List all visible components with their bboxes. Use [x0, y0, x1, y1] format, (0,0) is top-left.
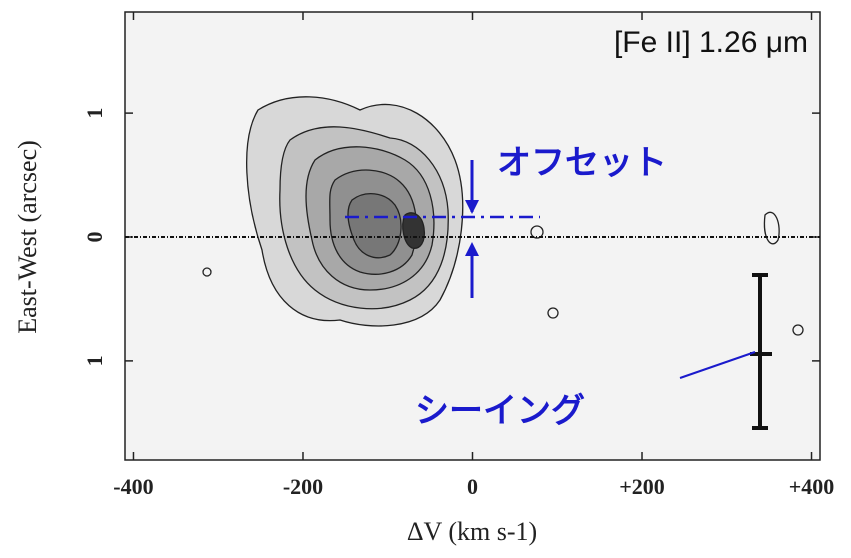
y-tick-label: 0 [82, 232, 107, 243]
x-tick-label: +400 [789, 474, 835, 499]
x-tick-label: +200 [619, 474, 665, 499]
offset-label: オフセット [497, 143, 667, 183]
x-tick-label: 0 [467, 474, 478, 499]
contours [202, 96, 804, 336]
x-tick-label: -400 [113, 474, 153, 499]
x-tick-label: -200 [283, 474, 323, 499]
seeing-label: シーイング [415, 391, 585, 431]
x-axis-label: ΔV (km s-1) [407, 517, 537, 546]
line-label: [Fe II] 1.26 μm [614, 26, 808, 59]
y-tick-label: 1 [82, 355, 107, 366]
annotation-marks [345, 160, 772, 430]
y-tick-label: 1 [82, 108, 107, 119]
y-axis-label: East-West (arcsec) [13, 140, 42, 334]
